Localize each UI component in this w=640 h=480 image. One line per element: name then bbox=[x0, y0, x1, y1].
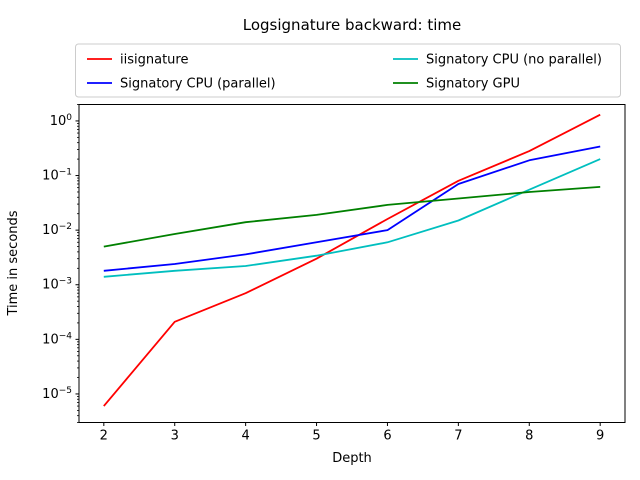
y-tick-label: 10−3 bbox=[42, 277, 72, 293]
legend-label-signatory-cpu-no-parallel: Signatory CPU (no parallel) bbox=[426, 53, 602, 68]
x-tick-label: 5 bbox=[312, 429, 320, 444]
y-tick-label: 100 bbox=[50, 113, 73, 129]
series-line-signatory-gpu bbox=[103, 186, 601, 248]
legend-entry-iisignature: iisignature bbox=[87, 53, 188, 68]
legend-label-signatory-gpu: Signatory GPU bbox=[426, 77, 520, 92]
legend-entry-signatory-cpu-parallel: Signatory CPU (parallel) bbox=[87, 77, 276, 92]
axes-frame bbox=[78, 104, 626, 423]
x-tick-label: 9 bbox=[596, 429, 604, 444]
plot-area: 2 3 4 5 6 7 8 9 100 10−1 10−2 10−3 10−4 10−5 bbox=[42, 104, 626, 444]
y-tick-label: 10−1 bbox=[42, 168, 72, 184]
y-axis-label: Time in seconds bbox=[6, 210, 21, 316]
x-tick-label: 3 bbox=[171, 429, 179, 444]
legend-entry-signatory-cpu-no-parallel: Signatory CPU (no parallel) bbox=[393, 53, 602, 68]
legend: iisignature Signatory CPU (parallel) Signa… bbox=[75, 43, 621, 98]
y-tick-label: 10−5 bbox=[42, 386, 72, 402]
y-tick-label: 10−2 bbox=[42, 222, 72, 238]
legend-box bbox=[75, 43, 621, 98]
legend-label-iisignature: iisignature bbox=[120, 53, 188, 68]
series-line-signatory-cpu-no-parallel bbox=[103, 158, 601, 278]
legend-label-signatory-cpu-parallel: Signatory CPU (parallel) bbox=[120, 77, 276, 92]
series-line-signatory-cpu-parallel bbox=[103, 145, 601, 272]
x-tick-label: 2 bbox=[100, 429, 108, 444]
y-tick-label: 10−4 bbox=[42, 331, 72, 347]
legend-entry-signatory-gpu: Signatory GPU bbox=[393, 77, 520, 92]
chart-title: Logsignature backward: time bbox=[243, 16, 461, 34]
x-tick-label: 8 bbox=[525, 429, 533, 444]
x-tick-label: 6 bbox=[383, 429, 391, 444]
series-line-iisignature bbox=[103, 113, 601, 407]
x-tick-label: 7 bbox=[454, 429, 462, 444]
x-tick-label: 4 bbox=[241, 429, 249, 444]
x-axis-label: Depth bbox=[332, 451, 372, 466]
